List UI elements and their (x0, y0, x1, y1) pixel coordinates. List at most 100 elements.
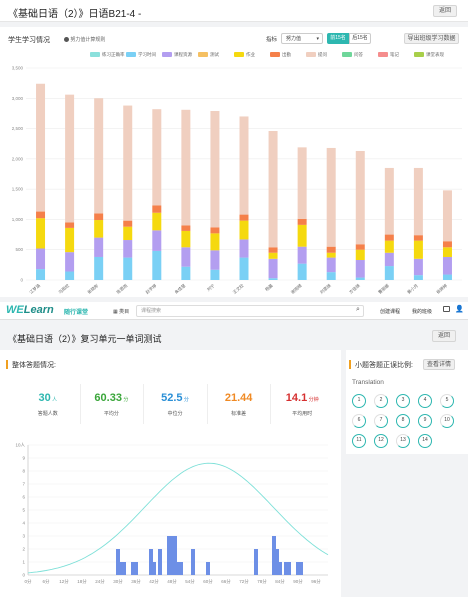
score-bar (296, 562, 300, 575)
bar-segment (210, 269, 220, 280)
score-bar (191, 549, 195, 575)
question-circle[interactable]: 9 (418, 414, 432, 428)
question-circle[interactable]: 7 (374, 414, 388, 428)
legend-swatch (162, 52, 172, 58)
view-detail-button[interactable]: 查看详情 (423, 359, 455, 370)
score-bar (179, 562, 183, 575)
bar-segment (65, 227, 75, 253)
user-icon[interactable]: 👤 (455, 306, 464, 313)
question-circle[interactable]: 8 (396, 414, 410, 428)
my-class-link[interactable]: 我的班级 (412, 309, 433, 315)
bar-segment (326, 246, 336, 253)
search-icon[interactable]: ⌕ (356, 306, 360, 313)
legend-item[interactable]: 课堂表现 (414, 52, 444, 58)
bar-segment (268, 130, 278, 248)
legend-item[interactable]: 学习时间 (126, 52, 156, 58)
x-tick-label: 60分 (203, 578, 213, 585)
question-circle[interactable]: 6 (352, 414, 366, 428)
stat-value: 14.1 分钟 (270, 392, 334, 404)
question-circle[interactable]: 14 (418, 434, 432, 448)
legend-item[interactable]: 作业 (234, 52, 255, 58)
y-tick-label: 7 (22, 482, 25, 487)
question-circle[interactable]: 1 (352, 394, 366, 408)
indicator-select[interactable]: 努力值 ▾ (281, 33, 323, 44)
x-tick-label: 96分 (311, 578, 321, 585)
stat-unit: 分 (121, 397, 129, 403)
question-circle[interactable]: 2 (374, 394, 388, 408)
bottom15-toggle[interactable]: 后15名 (349, 33, 371, 44)
score-bar (278, 562, 282, 575)
question-circle[interactable]: 11 (352, 434, 366, 448)
rule-link[interactable]: 努力值计算规则 (64, 36, 105, 43)
legend-item[interactable]: 课程资源 (162, 52, 192, 58)
x-tick-label: 陈思雨 (115, 282, 129, 295)
chart-legend: 练习正确率 学习时间 课程资源 测试 作业 出勤 提问 问答 笔记 课堂表现 (90, 52, 460, 60)
bar-segment (355, 277, 365, 280)
bar-segment (326, 272, 336, 280)
stat-number: 14.1 (285, 392, 308, 404)
x-tick-label: 曹丽娜 (376, 282, 390, 295)
stat-label: 平均用时 (292, 411, 313, 417)
legend-item[interactable]: 提问 (306, 52, 327, 58)
category-menu[interactable]: ▦ 类目 (113, 308, 129, 315)
legend-item[interactable]: 笔记 (378, 52, 399, 58)
x-tick-label: 48分 (167, 578, 177, 585)
question-circle[interactable]: 13 (396, 434, 410, 448)
back-button-top[interactable]: 返回 (433, 5, 457, 17)
bar-segment (123, 226, 133, 241)
chevron-down-icon: ▾ (316, 36, 319, 42)
score-bar (152, 562, 156, 575)
question-circle[interactable]: 5 (440, 394, 454, 408)
bar-segment (413, 167, 423, 236)
bar-segment (65, 94, 75, 223)
bar-segment (152, 230, 162, 251)
bar-segment (326, 257, 336, 273)
question-circle[interactable]: 10 (440, 414, 454, 428)
x-tick-label: 18分 (77, 578, 87, 585)
question-grid: 1 2 3 4 5 6 7 8 9 10 11 12 13 14 (352, 394, 464, 452)
top15-toggle[interactable]: 前15名 (327, 33, 349, 44)
score-bar (275, 549, 279, 575)
mail-icon[interactable] (443, 306, 450, 312)
legend-label: 笔记 (390, 52, 399, 57)
legend-swatch (378, 52, 388, 58)
export-button[interactable]: 导出班级学习数据 (404, 33, 459, 44)
legend-item[interactable]: 测试 (198, 52, 219, 58)
overall-title: 整体答题情况: (12, 362, 56, 369)
x-tick-label: 马雨欣 (57, 282, 72, 296)
legend-swatch (90, 52, 100, 58)
normal-curve (27, 462, 329, 574)
stat-number: 60.33 (94, 392, 122, 404)
bar-segment (123, 220, 133, 227)
create-course-link[interactable]: 创建课程 (380, 309, 401, 315)
section-marker (6, 360, 8, 369)
score-distribution-chart: 0 1 2 3 4 5 6 7 8 9 10人 0分 6分 12分 18分 24分 30分 36分 42分 48分 54… (15, 443, 329, 585)
legend-swatch (270, 52, 280, 58)
x-tick-label: 12分 (59, 578, 69, 585)
course-search-input[interactable]: 课程搜索 (136, 305, 364, 317)
legend-label: 练习正确率 (102, 52, 125, 57)
bar-segment (326, 147, 336, 247)
legend-label: 学习时间 (138, 52, 156, 57)
x-tick-label: 42分 (149, 578, 159, 585)
question-circle[interactable]: 12 (374, 434, 388, 448)
x-tick-label: 朱佳慧 (173, 282, 187, 295)
y-tick-label: 10人 (15, 443, 25, 448)
legend-item[interactable]: 出勤 (270, 52, 291, 58)
bar-segment (297, 246, 307, 264)
stat-label: 标准差 (231, 411, 247, 417)
study-stacked-bar-chart: 0 500 1,000 1,500 2,000 2,500 3,000 3,500 江梦涵 马雨欣… (12, 66, 462, 296)
x-tick-label: 0分 (24, 578, 32, 585)
question-circle[interactable]: 4 (418, 394, 432, 408)
legend-item[interactable]: 练习正确率 (90, 52, 125, 58)
back-button-test[interactable]: 返回 (432, 330, 456, 342)
legend-item[interactable]: 问答 (342, 52, 363, 58)
question-circle[interactable]: 3 (396, 394, 410, 408)
bar-segment (297, 224, 307, 247)
bar-segment (413, 275, 423, 280)
x-tick-label: 方佳琪 (347, 282, 362, 296)
score-bar (284, 562, 288, 575)
brand-logo[interactable]: WELearn (6, 304, 54, 316)
stat-divider (143, 384, 145, 424)
bar-segment (384, 266, 394, 280)
